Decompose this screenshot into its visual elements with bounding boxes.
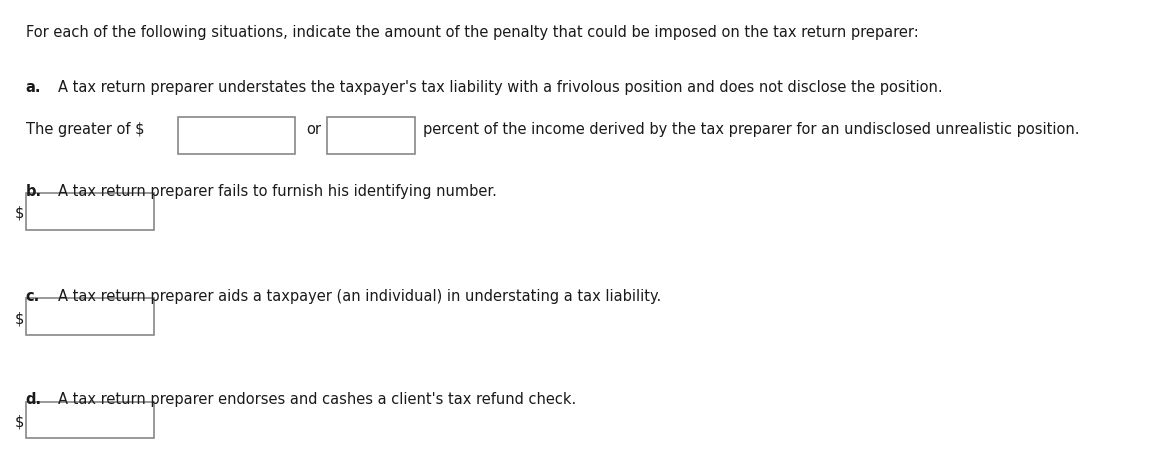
Text: A tax return preparer understates the taxpayer's tax liability with a frivolous : A tax return preparer understates the ta… bbox=[58, 80, 943, 95]
Text: A tax return preparer fails to furnish his identifying number.: A tax return preparer fails to furnish h… bbox=[58, 184, 497, 199]
Text: $: $ bbox=[15, 206, 25, 221]
FancyBboxPatch shape bbox=[327, 117, 415, 154]
Text: $: $ bbox=[15, 312, 25, 326]
Text: A tax return preparer aids a taxpayer (an individual) in understating a tax liab: A tax return preparer aids a taxpayer (a… bbox=[58, 289, 662, 304]
Text: a.: a. bbox=[26, 80, 41, 95]
Text: or: or bbox=[306, 122, 321, 137]
Text: percent of the income derived by the tax preparer for an undisclosed unrealistic: percent of the income derived by the tax… bbox=[423, 122, 1080, 137]
Text: c.: c. bbox=[26, 289, 40, 304]
FancyBboxPatch shape bbox=[26, 402, 154, 438]
FancyBboxPatch shape bbox=[26, 193, 154, 230]
Text: d.: d. bbox=[26, 392, 42, 408]
Text: For each of the following situations, indicate the amount of the penalty that co: For each of the following situations, in… bbox=[26, 25, 919, 40]
Text: A tax return preparer endorses and cashes a client's tax refund check.: A tax return preparer endorses and cashe… bbox=[58, 392, 576, 408]
FancyBboxPatch shape bbox=[26, 298, 154, 335]
FancyBboxPatch shape bbox=[178, 117, 295, 154]
Text: The greater of $: The greater of $ bbox=[26, 122, 144, 137]
Text: b.: b. bbox=[26, 184, 42, 199]
Text: $: $ bbox=[15, 415, 25, 430]
